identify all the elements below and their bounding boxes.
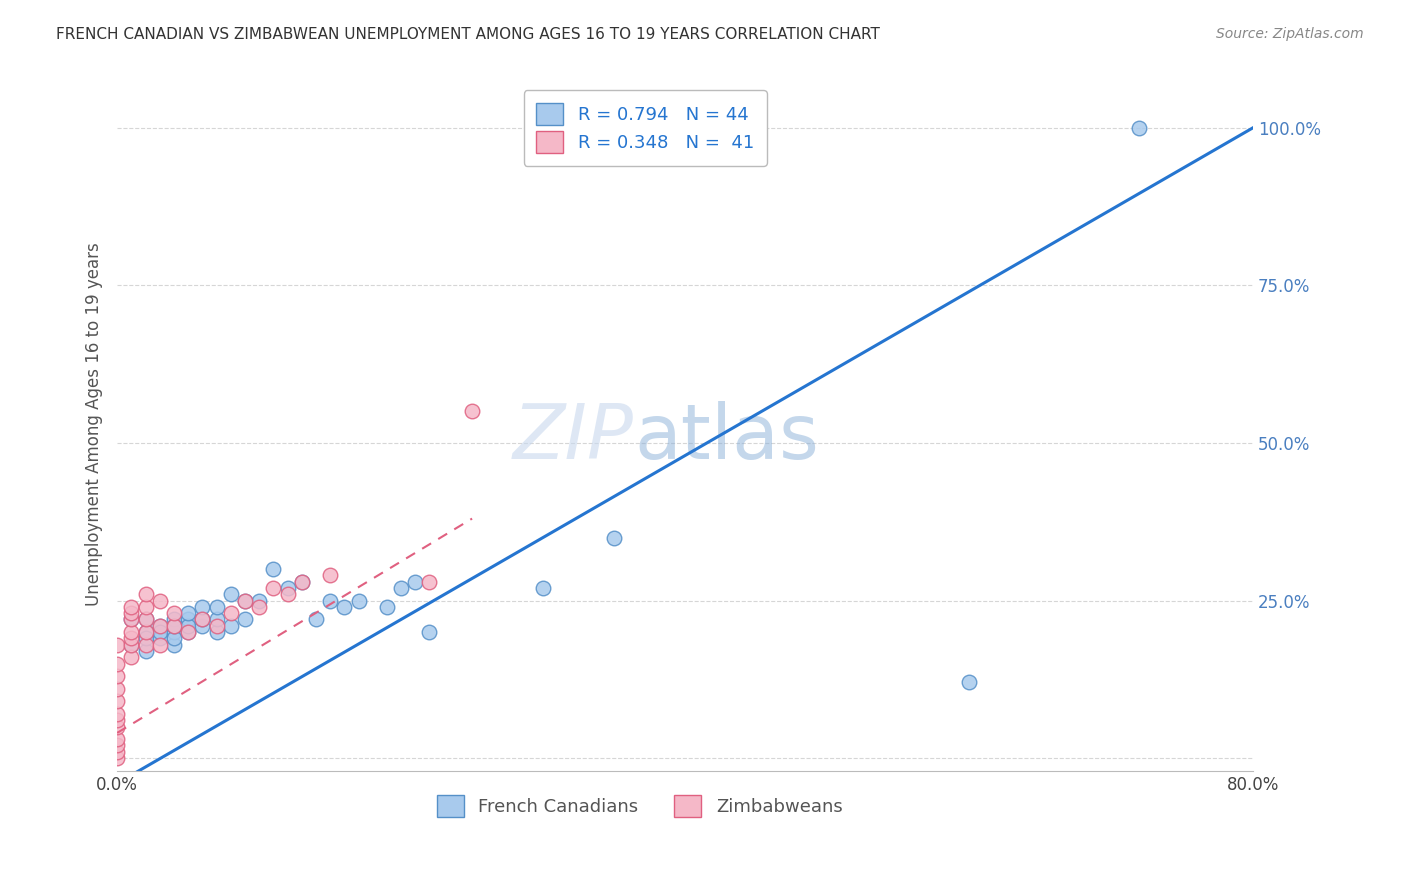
Point [233, 593, 256, 607]
Point [149, 632, 172, 646]
Legend: French Canadians, Zimbabweans: French Canadians, Zimbabweans [429, 788, 849, 824]
Point [105, 694, 128, 708]
Point [135, 625, 157, 640]
Point [177, 619, 200, 633]
Text: Source: ZipAtlas.com: Source: ZipAtlas.com [1216, 27, 1364, 41]
Point [205, 612, 228, 626]
Point [233, 593, 256, 607]
Point [120, 612, 142, 626]
Point [105, 657, 128, 671]
Point [105, 745, 128, 759]
Point [120, 638, 142, 652]
Point [291, 574, 314, 589]
Point [177, 606, 200, 620]
Point [163, 638, 186, 652]
Point [120, 650, 142, 665]
Point [105, 706, 128, 721]
Point [191, 619, 214, 633]
Point [135, 612, 157, 626]
Point [219, 587, 242, 601]
Point [105, 751, 128, 765]
Point [105, 681, 128, 696]
Point [205, 619, 228, 633]
Point [105, 638, 128, 652]
Point [135, 644, 157, 658]
Point [205, 599, 228, 614]
Y-axis label: Unemployment Among Ages 16 to 19 years: Unemployment Among Ages 16 to 19 years [86, 243, 103, 606]
Point [277, 581, 299, 595]
Point [120, 599, 142, 614]
Point [957, 675, 980, 690]
Point [247, 593, 270, 607]
Text: ZIP: ZIP [513, 401, 634, 475]
Point [233, 612, 256, 626]
Point [163, 625, 186, 640]
Point [347, 593, 370, 607]
Point [149, 619, 172, 633]
Point [1128, 120, 1150, 135]
Point [120, 638, 142, 652]
Point [105, 732, 128, 747]
Point [603, 531, 626, 545]
Point [191, 599, 214, 614]
Point [375, 599, 398, 614]
Point [135, 587, 157, 601]
Point [219, 619, 242, 633]
Point [219, 606, 242, 620]
Point [120, 612, 142, 626]
Point [291, 574, 314, 589]
Point [319, 568, 342, 582]
Point [333, 599, 356, 614]
Point [163, 606, 186, 620]
Point [418, 625, 440, 640]
Point [177, 625, 200, 640]
Point [163, 619, 186, 633]
Point [105, 669, 128, 683]
Point [277, 587, 299, 601]
Point [135, 638, 157, 652]
Point [177, 625, 200, 640]
Point [319, 593, 342, 607]
Point [120, 625, 142, 640]
Point [163, 619, 186, 633]
Point [120, 606, 142, 620]
Point [105, 739, 128, 753]
Point [461, 404, 484, 418]
Point [262, 581, 284, 595]
Point [177, 612, 200, 626]
Point [247, 599, 270, 614]
Point [404, 574, 426, 589]
Point [135, 625, 157, 640]
Point [135, 599, 157, 614]
Point [135, 612, 157, 626]
Point [418, 574, 440, 589]
Text: atlas: atlas [634, 401, 818, 475]
Point [120, 632, 142, 646]
Point [149, 593, 172, 607]
Point [105, 713, 128, 727]
Point [205, 625, 228, 640]
Point [149, 619, 172, 633]
Point [163, 632, 186, 646]
Point [149, 625, 172, 640]
Point [135, 632, 157, 646]
Point [105, 720, 128, 734]
Point [149, 638, 172, 652]
Point [262, 562, 284, 576]
Point [191, 612, 214, 626]
Point [191, 612, 214, 626]
Text: FRENCH CANADIAN VS ZIMBABWEAN UNEMPLOYMENT AMONG AGES 16 TO 19 YEARS CORRELATION: FRENCH CANADIAN VS ZIMBABWEAN UNEMPLOYME… [56, 27, 880, 42]
Point [531, 581, 554, 595]
Point [305, 612, 328, 626]
Point [389, 581, 412, 595]
Point [163, 612, 186, 626]
